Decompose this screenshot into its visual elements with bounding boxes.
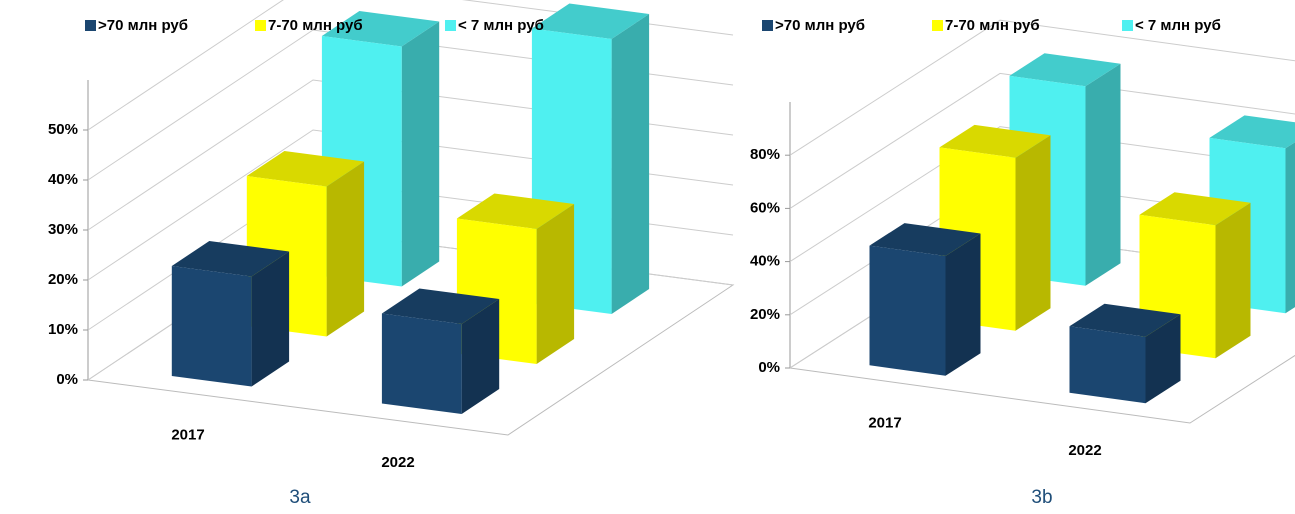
- bar-side: [1215, 202, 1251, 359]
- bar-side: [1145, 314, 1181, 404]
- bar-side: [611, 14, 650, 314]
- y-tick-label: 80%: [750, 146, 780, 163]
- caption: 3b: [1031, 487, 1052, 508]
- bar-top: [171, 241, 290, 277]
- y-tick-label: 50%: [48, 121, 78, 138]
- y-tick-label: 10%: [48, 321, 78, 338]
- x-tick-label: 2022: [381, 454, 414, 471]
- bar-side: [1085, 63, 1121, 286]
- y-tick-label: 0%: [758, 359, 780, 376]
- y-tick-label: 0%: [56, 371, 78, 388]
- bar: [1069, 326, 1146, 404]
- bar-top: [1139, 192, 1251, 226]
- y-tick-label: 40%: [750, 253, 780, 270]
- y-tick-label: 20%: [750, 306, 780, 323]
- legend-label: >70 млн руб: [775, 17, 865, 34]
- bar-top: [939, 124, 1051, 158]
- legend-swatch: [1122, 20, 1133, 31]
- bar-side: [1015, 135, 1051, 331]
- bar-side: [401, 21, 440, 287]
- caption: 3a: [289, 487, 311, 508]
- bar-top: [531, 3, 650, 39]
- y-tick-label: 30%: [48, 221, 78, 238]
- legend-label: 7-70 млн руб: [945, 17, 1040, 34]
- bar-side: [1285, 142, 1295, 314]
- bar-top: [381, 288, 500, 324]
- bar: [381, 313, 462, 414]
- bar-side: [461, 299, 500, 414]
- legend-swatch: [932, 20, 943, 31]
- x-tick-label: 2022: [1068, 442, 1101, 459]
- y-tick-label: 40%: [48, 171, 78, 188]
- bar-side: [945, 233, 981, 376]
- bar-side: [251, 251, 290, 387]
- bar-top: [869, 223, 981, 256]
- legend-label: >70 млн руб: [98, 17, 188, 34]
- y-tick-label: 60%: [750, 199, 780, 216]
- legend-swatch: [762, 20, 773, 31]
- bar-top: [1209, 115, 1295, 149]
- bar-top: [246, 151, 365, 187]
- legend-label: 7-70 млн руб: [268, 17, 363, 34]
- bar-top: [1009, 53, 1121, 87]
- legend-swatch: [255, 20, 266, 31]
- x-tick-label: 2017: [868, 415, 901, 432]
- grid-line: [789, 19, 1295, 156]
- grid-line: [789, 72, 1295, 209]
- legend-swatch: [445, 20, 456, 31]
- legend-label: < 7 млн руб: [458, 17, 544, 34]
- bar-top: [321, 11, 440, 47]
- legend-swatch: [85, 20, 96, 31]
- bar-top: [1069, 303, 1181, 337]
- legend-label: < 7 млн руб: [1135, 17, 1221, 34]
- bar-top: [456, 193, 575, 229]
- bar-side: [536, 204, 575, 364]
- x-tick-label: 2017: [171, 427, 204, 444]
- bar: [869, 245, 946, 376]
- bar: [171, 266, 252, 387]
- y-tick-label: 20%: [48, 271, 78, 288]
- bar-side: [326, 161, 365, 337]
